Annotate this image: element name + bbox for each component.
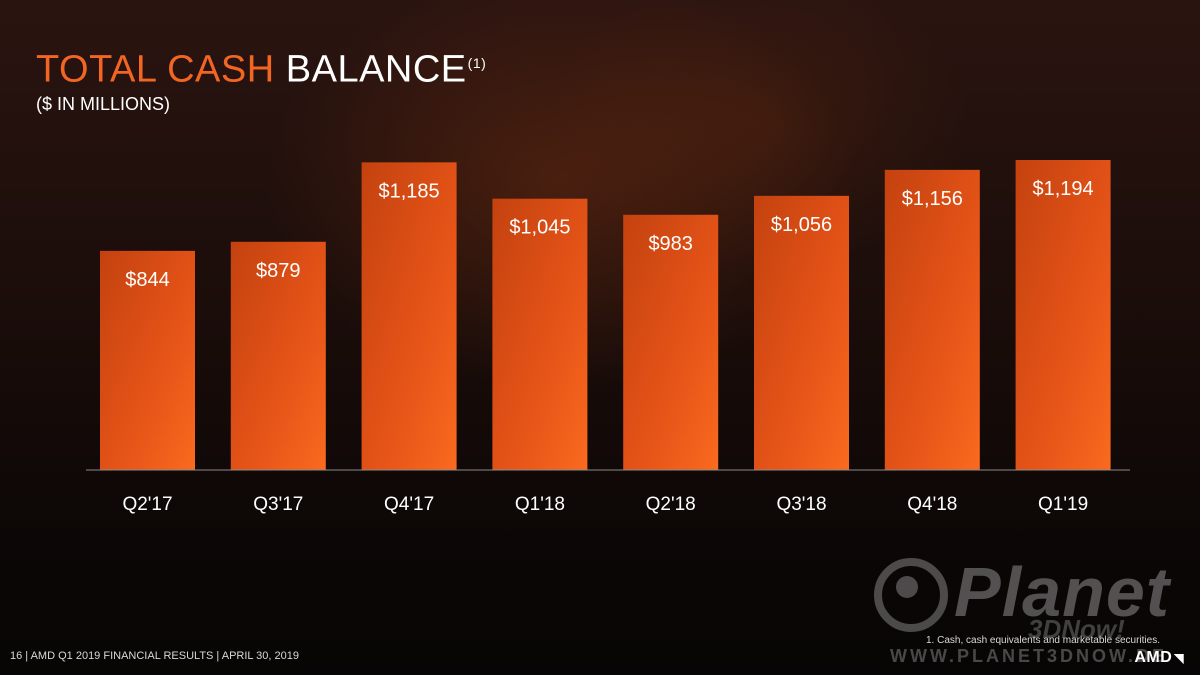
- bar-Q1'19: [1015, 160, 1111, 470]
- watermark-name: Planet: [954, 553, 1171, 631]
- x-tick-label: Q2'17: [122, 494, 172, 515]
- bar-Q3'17: [230, 241, 326, 470]
- slide-subtitle: ($ IN MILLIONS): [36, 94, 171, 114]
- bar-value-label: $1,056: [771, 214, 832, 236]
- footnote: 1. Cash, cash equivalents and marketable…: [925, 635, 1160, 646]
- x-tick-label: Q1'18: [515, 494, 565, 515]
- bar-value-label: $844: [125, 269, 170, 291]
- x-tick-label: Q4'18: [907, 494, 957, 515]
- bar-Q4'17: [361, 162, 457, 471]
- bar-value-label: $1,045: [509, 217, 570, 239]
- x-tick-label: Q1'19: [1038, 494, 1088, 515]
- amd-logo: AMD ◥: [1134, 649, 1184, 667]
- title-part-white: BALANCE: [285, 48, 467, 91]
- bar-Q4'18: [884, 169, 980, 470]
- x-tick-label: Q3'18: [776, 494, 826, 515]
- bar-Q2'17: [100, 250, 195, 470]
- watermark-url: WWW.PLANET3DNOW.DE: [890, 646, 1167, 666]
- watermark: Planet 3DNow! WWW.PLANET3DNOW.DE: [868, 552, 1188, 666]
- bar-value-label: $1,156: [902, 188, 963, 210]
- bar-Q1'18: [492, 198, 588, 470]
- bar-Q2'18: [623, 214, 719, 470]
- x-tick-label: Q4'17: [384, 494, 434, 515]
- amd-logo-text: AMD: [1134, 649, 1173, 666]
- bar-Q3'18: [754, 195, 849, 470]
- slide-title: TOTAL CASH BALANCE(1): [36, 40, 486, 93]
- amd-arrow-icon: ◥: [1174, 651, 1184, 665]
- slide-footer: 16 | AMD Q1 2019 FINANCIAL RESULTS | APR…: [10, 650, 299, 662]
- watermark-sub: 3DNow!: [1028, 614, 1125, 644]
- planet3dnow-logo-icon: [874, 558, 948, 632]
- bar-value-label: $879: [256, 260, 301, 282]
- x-tick-label: Q2'18: [646, 494, 696, 515]
- bar-value-label: $983: [648, 233, 693, 255]
- bar-value-label: $1,194: [1033, 178, 1094, 200]
- x-tick-label: Q3'17: [253, 494, 303, 515]
- title-footnote-marker: (1): [467, 55, 487, 71]
- bar-value-label: $1,185: [379, 180, 440, 202]
- title-part-orange: TOTAL CASH: [36, 48, 275, 91]
